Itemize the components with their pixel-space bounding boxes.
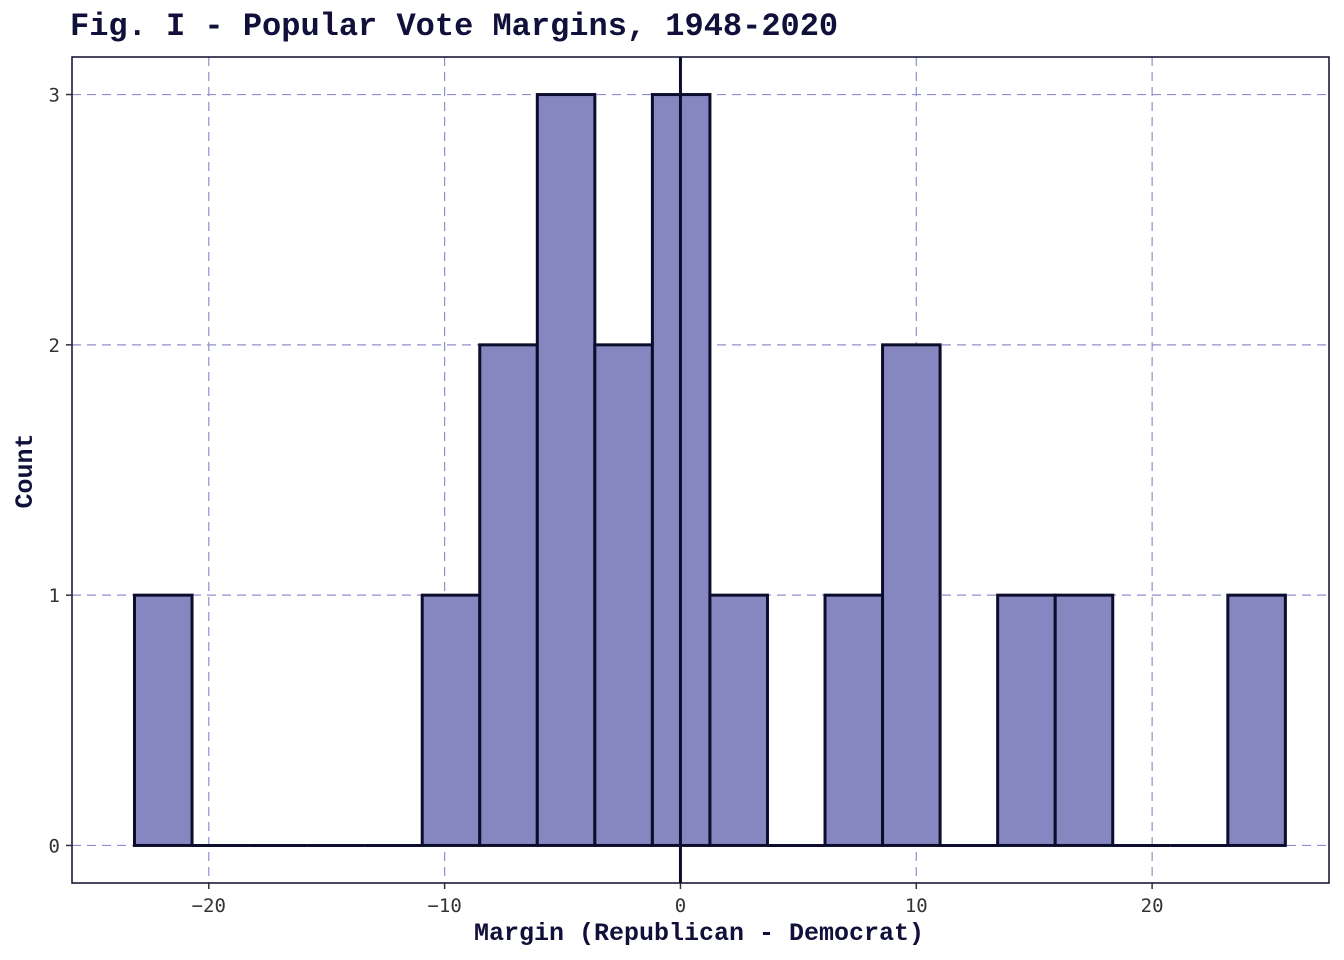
chart-title: Fig. I - Popular Vote Margins, 1948-2020 bbox=[70, 8, 838, 45]
plot-panel-border bbox=[71, 56, 1330, 884]
x-tick-label: 20 bbox=[1141, 895, 1164, 917]
x-tick-label: −10 bbox=[427, 895, 461, 917]
y-axis-label: Count bbox=[11, 433, 40, 508]
x-tick-label: 10 bbox=[905, 895, 928, 917]
y-tick-label: 0 bbox=[49, 835, 60, 857]
histogram-bar bbox=[132, 593, 194, 847]
y-tick-label: 1 bbox=[49, 585, 60, 607]
x-tick-label: −20 bbox=[192, 895, 226, 917]
histogram-bar bbox=[823, 593, 885, 847]
histogram-bar bbox=[535, 93, 597, 847]
histogram-bar bbox=[996, 593, 1057, 847]
histogram-bar bbox=[593, 343, 654, 847]
x-axis-label: Margin (Republican - Democrat) bbox=[474, 919, 924, 948]
y-tick-label: 3 bbox=[49, 85, 60, 107]
histogram-bar bbox=[420, 593, 482, 847]
x-axis-ticks: −20 −10 0 10 20 bbox=[192, 883, 1164, 917]
x-tick-label: 0 bbox=[675, 895, 686, 917]
histogram-bar bbox=[478, 343, 539, 847]
histogram-bar bbox=[1053, 593, 1115, 847]
y-axis-ticks: 0 1 2 3 bbox=[49, 85, 72, 857]
histogram-bar bbox=[1226, 593, 1287, 847]
histogram-bar bbox=[708, 593, 769, 847]
y-tick-label: 2 bbox=[49, 335, 60, 357]
histogram-bar bbox=[881, 343, 942, 847]
histogram-bars bbox=[132, 93, 1287, 847]
